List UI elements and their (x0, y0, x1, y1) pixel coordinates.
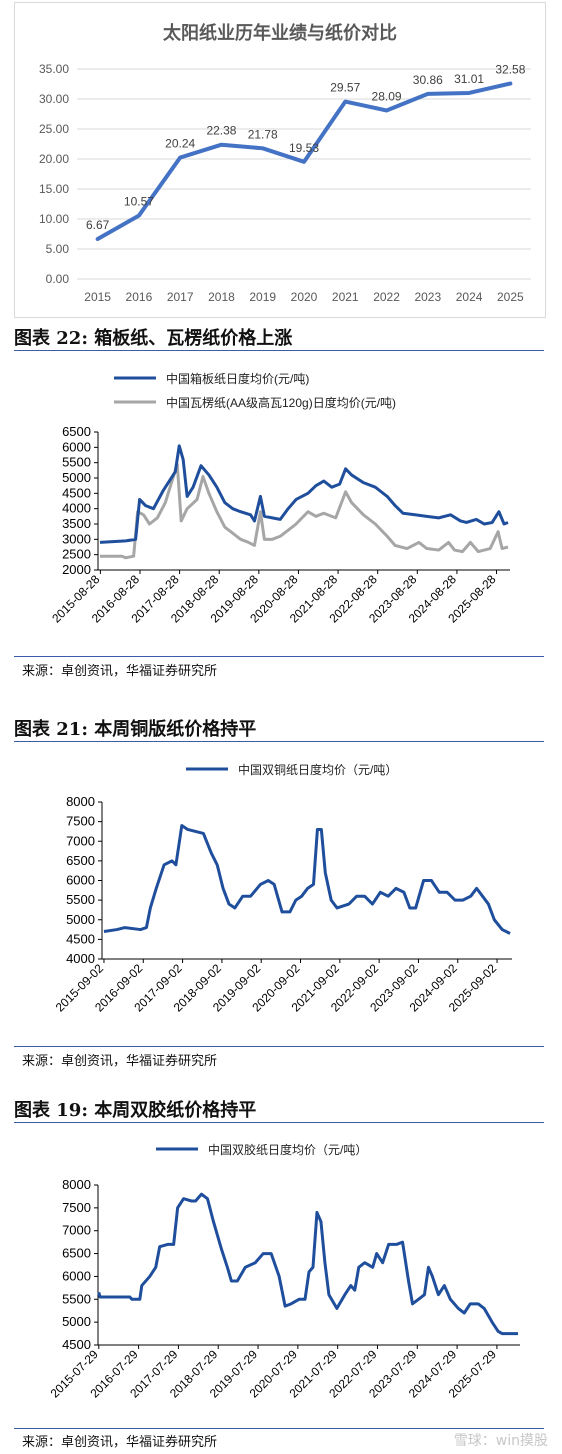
heading-rule (14, 350, 544, 351)
figure-22-heading: 图表 22: 箱板纸、瓦楞纸价格上涨 (14, 328, 293, 349)
data-label: 30.86 (413, 73, 443, 87)
legend-label: 中国瓦楞纸(AA级高瓦120g)日度均价(元/吨) (166, 395, 396, 410)
y-tick-label: 6000 (62, 1268, 91, 1283)
y-tick-label: 8000 (62, 1177, 91, 1192)
x-tick-label: 2023 (414, 290, 441, 304)
x-tick-label: 2017 (167, 290, 194, 304)
y-tick-label: 7500 (66, 814, 95, 829)
heading-rule (14, 1122, 544, 1123)
chart-4-svg: 中国双胶纸日度均价（元/吨） 4500 5000 5500 6000 6500 7000 75… (48, 1142, 520, 1401)
x-tick-label: 2020 (291, 290, 318, 304)
y-tick-label: 10.00 (39, 212, 69, 226)
x-tick-label: 2021 (332, 290, 359, 304)
y-tick-label: 3500 (62, 516, 91, 531)
figure-19-heading: 图表 19: 本周双胶纸价格持平 (14, 1100, 257, 1121)
x-tick-label: 2019 (249, 290, 276, 304)
y-tick-label: 6500 (62, 1246, 91, 1261)
watermark: 雪球：win摸股 (453, 1433, 548, 1449)
y-tick-label: 2500 (62, 547, 91, 562)
chart-1-svg: 太阳纸业历年业绩与纸价对比 0.00 5.00 10.00 15.00 20.00 25.0… (39, 22, 531, 304)
source-rule (14, 656, 544, 657)
data-label: 32.58 (495, 63, 525, 77)
y-tick-label: 4000 (62, 501, 91, 516)
y-tick-label: 7000 (62, 1223, 91, 1238)
x-tick-label: 2018 (208, 290, 235, 304)
y-tick-label: 4500 (66, 931, 95, 946)
source-rule (14, 1046, 544, 1047)
legend-label: 中国双铜纸日度均价（元/吨） (238, 762, 397, 777)
y-tick-label: 6500 (62, 424, 91, 439)
x-tick-label: 2016 (126, 290, 153, 304)
chart-2-svg: 中国箱板纸日度均价(元/吨) 中国瓦楞纸(AA级高瓦120g)日度均价(元/吨) 2… (49, 371, 510, 626)
y-tick-label: 7000 (66, 833, 95, 848)
series-line (95, 81, 513, 241)
y-tick-label: 2000 (62, 562, 91, 577)
y-tick-label: 30.00 (39, 92, 69, 106)
y-tick-label: 4000 (66, 951, 95, 966)
chart-2-source: 来源：卓创资讯，华福证券研究所 (22, 664, 218, 679)
y-tick-label: 5500 (62, 1291, 91, 1306)
legend-label: 中国箱板纸日度均价(元/吨) (166, 371, 309, 386)
y-tick-label: 5000 (62, 1314, 91, 1329)
data-label: 22.38 (206, 124, 236, 138)
chart-4-source: 来源：卓创资讯，华福证券研究所 (22, 1435, 218, 1450)
series-line (103, 824, 511, 935)
source-rule (14, 1428, 544, 1429)
chart-1-title: 太阳纸业历年业绩与纸价对比 (163, 22, 397, 43)
figure-21-heading: 图表 21: 本周铜版纸价格持平 (14, 719, 257, 740)
y-tick-label: 6500 (66, 853, 95, 868)
y-tick-label: 4500 (62, 485, 91, 500)
chart-3-svg: 中国双铜纸日度均价（元/吨） 4000 4500 5000 5500 6000 6500 70… (53, 762, 512, 1015)
data-label: 31.01 (454, 72, 484, 86)
data-label: 29.57 (330, 81, 360, 95)
y-tick-label: 7500 (62, 1200, 91, 1215)
data-label: 10.57 (124, 195, 154, 209)
legend-label: 中国双胶纸日度均价（元/吨） (208, 1142, 367, 1157)
series-line (99, 462, 509, 560)
chart-1-frame: 太阳纸业历年业绩与纸价对比 0.00 5.00 10.00 15.00 20.00 25.0… (14, 2, 546, 318)
data-label: 21.78 (248, 127, 278, 141)
y-tick-label: 3000 (62, 531, 91, 546)
heading-rule (14, 741, 544, 742)
data-label: 28.09 (372, 89, 402, 103)
data-label: 19.53 (289, 141, 319, 155)
series-line (99, 444, 509, 544)
y-tick-label: 35.00 (39, 62, 69, 76)
y-tick-label: 4500 (62, 1337, 91, 1352)
series-line (97, 1192, 519, 1336)
y-tick-label: 6000 (62, 439, 91, 454)
y-tick-label: 5000 (62, 470, 91, 485)
x-tick-label: 2025 (497, 290, 524, 304)
y-tick-label: 0.00 (46, 272, 70, 286)
x-tick-label: 2022 (373, 290, 400, 304)
data-label: 20.24 (165, 137, 195, 151)
y-tick-label: 5500 (62, 455, 91, 470)
data-label: 6.67 (86, 218, 110, 232)
y-tick-label: 15.00 (39, 182, 69, 196)
y-tick-label: 5.00 (46, 242, 70, 256)
y-tick-label: 6000 (66, 873, 95, 888)
x-tick-label: 2015 (84, 290, 111, 304)
x-tick-label: 2024 (456, 290, 483, 304)
y-tick-label: 8000 (66, 794, 95, 809)
y-tick-label: 5000 (66, 912, 95, 927)
y-tick-label: 20.00 (39, 152, 69, 166)
chart-3-source: 来源：卓创资讯，华福证券研究所 (22, 1054, 218, 1069)
y-tick-label: 5500 (66, 892, 95, 907)
y-tick-label: 25.00 (39, 122, 69, 136)
